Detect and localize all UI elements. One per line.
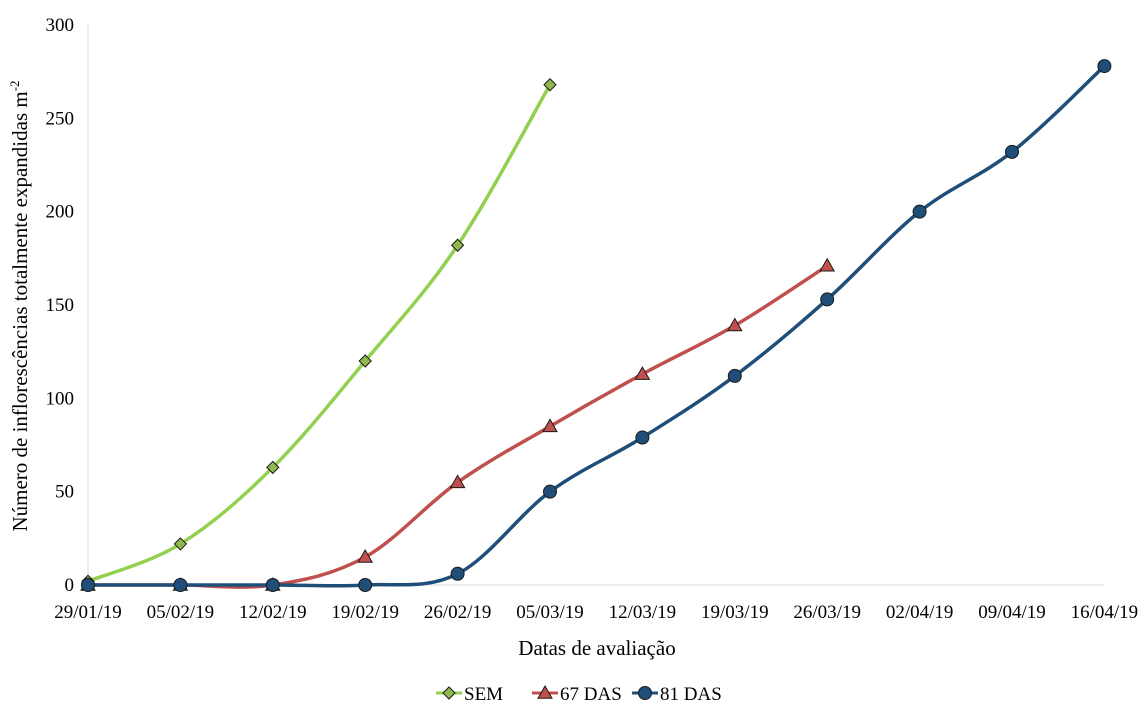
x-axis-title: Datas de avaliação <box>518 636 675 660</box>
legend-marker <box>537 684 553 699</box>
x-tick-label: 26/03/19 <box>793 602 861 623</box>
x-tick-label: 16/04/19 <box>1071 602 1139 623</box>
data-point <box>543 484 557 499</box>
y-tick-label: 0 <box>65 575 75 596</box>
data-point <box>727 368 742 383</box>
x-tick-label: 12/03/19 <box>609 602 677 623</box>
data-point <box>1005 144 1019 159</box>
data-point <box>173 578 188 592</box>
y-tick-label: 200 <box>46 202 75 223</box>
data-point <box>81 578 95 592</box>
legend-marker <box>442 686 456 700</box>
x-tick-label: 05/02/19 <box>147 602 215 623</box>
data-point <box>450 238 465 252</box>
y-axis-title-superscript: -2 <box>7 80 22 91</box>
series-lines <box>86 64 1107 589</box>
data-point <box>912 204 927 219</box>
data-point <box>634 366 651 380</box>
x-tick-label: 12/02/19 <box>239 602 307 623</box>
legend-label: SEM <box>464 684 503 704</box>
series-line-0 <box>86 82 552 584</box>
legend-label: 81 DAS <box>660 684 722 704</box>
x-tick-label: 19/03/19 <box>701 602 769 623</box>
data-point <box>266 460 280 475</box>
y-tick-label: 250 <box>46 108 75 129</box>
axes <box>87 25 1104 586</box>
x-tick-labels: 29/01/19 05/02/19 12/02/19 19/02/19 26/02/19… <box>54 602 1138 623</box>
data-point <box>450 566 465 581</box>
y-tick-label: 300 <box>46 15 75 36</box>
y-axis-title: Número de inflorescências totalmente exp… <box>7 80 32 531</box>
data-point <box>1097 59 1112 74</box>
series-line-1 <box>86 264 829 589</box>
series-markers <box>80 59 1112 592</box>
y-tick-label: 50 <box>55 482 74 503</box>
x-tick-label: 05/03/19 <box>516 602 584 623</box>
data-point <box>543 78 557 92</box>
legend-marker <box>638 686 652 700</box>
legend: SEM 67 DAS 81 DAS <box>436 684 722 704</box>
series-line-2 <box>86 64 1107 588</box>
y-tick-label: 100 <box>46 388 75 409</box>
data-point <box>173 537 188 551</box>
data-point <box>358 354 372 368</box>
x-tick-label: 29/01/19 <box>54 602 122 623</box>
data-point <box>542 418 558 433</box>
data-point <box>820 292 835 307</box>
data-point <box>449 474 466 489</box>
x-tick-label: 02/04/19 <box>886 602 954 623</box>
y-axis-title-group: Número de inflorescências totalmente exp… <box>7 80 32 531</box>
x-tick-label: 09/04/19 <box>978 602 1046 623</box>
data-point <box>635 430 650 445</box>
legend-label: 67 DAS <box>560 684 622 704</box>
data-point <box>357 548 374 563</box>
data-point <box>819 257 836 272</box>
data-point <box>265 578 280 592</box>
data-point <box>726 317 743 332</box>
y-tick-labels: 0 50 100 150 200 250 300 <box>46 15 75 596</box>
data-point <box>358 578 373 592</box>
x-tick-label: 26/02/19 <box>424 602 492 623</box>
x-tick-label: 19/02/19 <box>331 602 399 623</box>
y-tick-label: 150 <box>46 295 75 316</box>
